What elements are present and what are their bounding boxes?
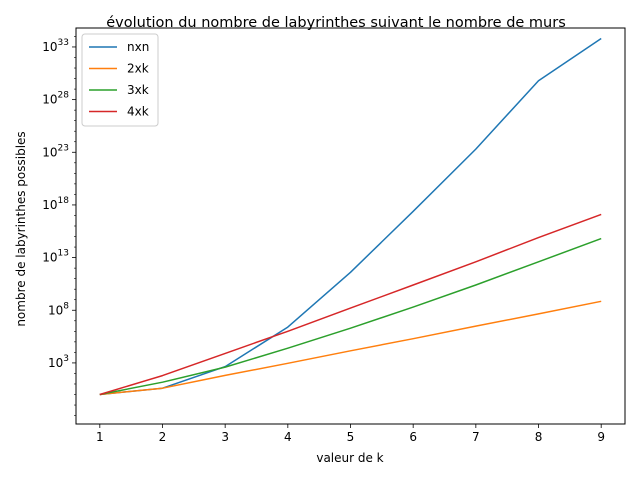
x-tick-label: 4: [284, 430, 292, 444]
y-tick-label: 1028: [42, 91, 69, 107]
series-layer: [99, 37, 602, 396]
series-line-nxn: [99, 37, 602, 396]
legend-label-2xk: 2xk: [127, 62, 149, 76]
x-tick-label: 7: [472, 430, 480, 444]
legend: nxn 2xk 3xk 4xk: [81, 33, 159, 127]
legend-label-nxn: nxn: [127, 40, 149, 54]
series-line-4xk: [99, 213, 602, 396]
x-axis-label: valeur de k: [316, 451, 383, 465]
series-line-3xk: [99, 237, 602, 396]
y-tick-label: 1018: [42, 196, 69, 212]
x-tick-label: 8: [535, 430, 543, 444]
x-tick-label: 6: [409, 430, 417, 444]
x-axis: 1 2 3 4 5 6 7 8 9: [96, 424, 605, 444]
y-tick-label: 103: [48, 354, 69, 370]
x-tick-label: 5: [347, 430, 355, 444]
x-tick-label: 1: [96, 430, 104, 444]
y-axis: 103 108 1013 1018 1023 1028 1033: [42, 36, 76, 416]
y-tick-label: 108: [48, 301, 69, 317]
x-tick-label: 2: [159, 430, 167, 444]
x-tick-label: 9: [597, 430, 605, 444]
legend-label-3xk: 3xk: [127, 83, 149, 97]
y-axis-label: nombre de labyrinthes possibles: [14, 131, 28, 326]
legend-box: [81, 33, 159, 127]
chart-title: évolution du nombre de labyrinthes suiva…: [106, 15, 566, 31]
series-line-2xk: [99, 300, 602, 396]
y-tick-label: 1023: [42, 143, 69, 159]
legend-label-4xk: 4xk: [127, 105, 149, 119]
y-tick-label: 1033: [42, 38, 69, 54]
x-tick-label: 3: [221, 430, 229, 444]
y-tick-label: 1013: [42, 249, 69, 265]
